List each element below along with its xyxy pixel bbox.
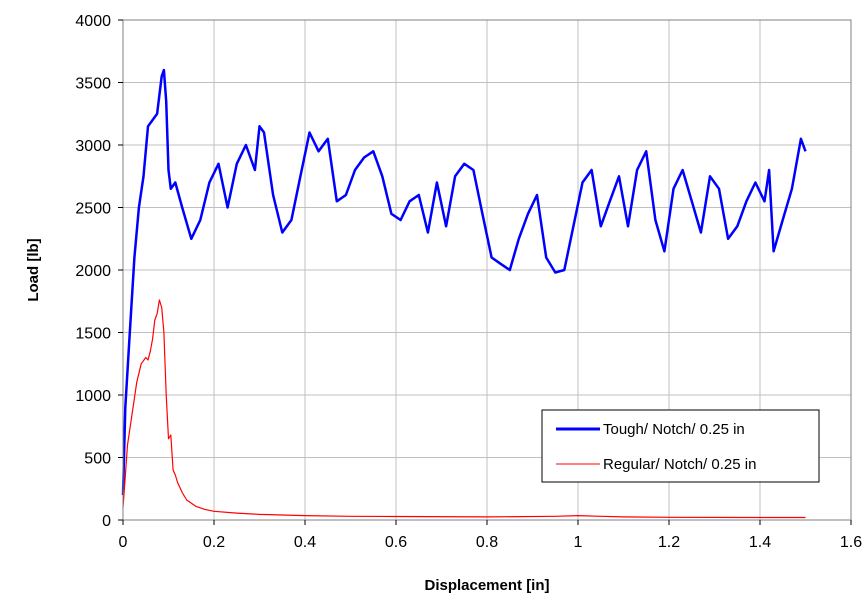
y-tick-label: 2500 — [75, 201, 111, 218]
x-tick-label: 1.2 — [658, 534, 680, 551]
y-tick-label: 1500 — [75, 326, 111, 343]
y-tick-label: 500 — [84, 451, 111, 468]
x-tick-label: 1.4 — [749, 534, 771, 551]
legend: Tough/ Notch/ 0.25 in Regular/ Notch/ 0.… — [541, 409, 820, 483]
x-tick-label: 0.6 — [385, 534, 407, 551]
y-tick-label: 0 — [102, 513, 111, 530]
y-tick-label: 4000 — [75, 13, 111, 30]
tick-labels: 0 0.2 0.4 0.6 0.8 1 1.2 1.4 1.6 0 500 1000 1500 2000 2… — [75, 13, 862, 551]
series-line-1 — [122, 299, 806, 519]
legend-box — [541, 409, 820, 483]
x-tick-label: 0.4 — [294, 534, 316, 551]
x-tick-label: 0 — [119, 534, 128, 551]
y-tick-label: 3000 — [75, 138, 111, 155]
x-tick-label: 1.6 — [840, 534, 862, 551]
x-tick-label: 0.2 — [203, 534, 225, 551]
y-axis-title: Load [lb] — [25, 238, 42, 301]
y-tick-label: 2000 — [75, 263, 111, 280]
y-tick-label: 1000 — [75, 388, 111, 405]
legend-label-tough: Tough/ Notch/ 0.25 in — [603, 421, 745, 438]
y-tick-label: 3500 — [75, 76, 111, 93]
series-line-0 — [121, 68, 807, 496]
x-tick-label: 0.8 — [476, 534, 498, 551]
x-axis-title: Displacement [in] — [424, 577, 549, 594]
series-layer — [121, 68, 807, 519]
x-tick-label: 1 — [574, 534, 583, 551]
legend-label-regular: Regular/ Notch/ 0.25 in — [603, 456, 756, 473]
